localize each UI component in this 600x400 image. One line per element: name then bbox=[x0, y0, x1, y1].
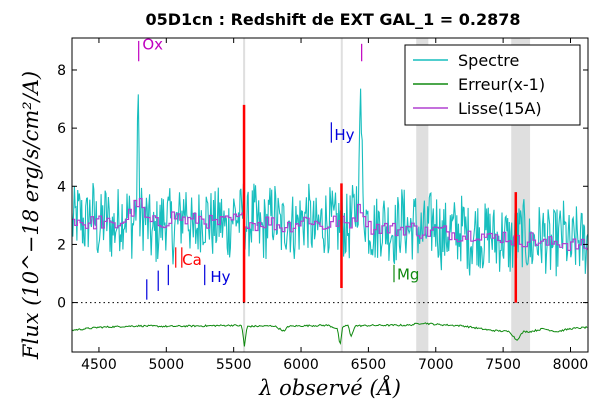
x-tick-label-6000: 6000 bbox=[283, 357, 319, 373]
legend-label-0: Spectre bbox=[458, 51, 519, 70]
x-axis: 4500 5000 5500 6000 6500 7000 7500 8000 bbox=[81, 38, 588, 373]
legend-label-2: Lisse(15A) bbox=[458, 99, 542, 118]
legend: Spectre Erreur(x-1) Lisse(15A) bbox=[404, 44, 581, 126]
x-tick-label-7500: 7500 bbox=[485, 357, 521, 373]
y-tick-label-2: 2 bbox=[57, 237, 66, 253]
y-tick-label-8: 8 bbox=[57, 63, 66, 79]
y-tick-label-6: 6 bbox=[57, 121, 66, 137]
y-tick-label-0: 0 bbox=[57, 296, 66, 312]
x-tick-label-6500: 6500 bbox=[351, 357, 387, 373]
series-spectre bbox=[72, 88, 588, 277]
series-lisse bbox=[72, 198, 588, 251]
line-marker-label-3: Ca bbox=[182, 251, 202, 269]
legend-label-1: Erreur(x-1) bbox=[458, 75, 545, 94]
legend-box bbox=[404, 44, 581, 126]
line-marker-label-2: Hy bbox=[334, 126, 354, 144]
x-tick-label-4500: 4500 bbox=[81, 357, 117, 373]
chart-title: 05D1cn : Redshift de EXT GAL_1 = 0.2878 bbox=[145, 10, 520, 29]
series-erreur bbox=[72, 322, 588, 347]
line-marker-label-5: Hy bbox=[210, 268, 230, 286]
x-tick-label-8000: 8000 bbox=[553, 357, 589, 373]
line-marker-label-0: Ox bbox=[142, 36, 163, 54]
x-tick-label-5000: 5000 bbox=[148, 357, 184, 373]
x-axis-label: λ observé (Å) bbox=[258, 375, 401, 400]
y-axis-label: Flux (10^−18 erg/s/cm²/A) bbox=[19, 71, 43, 360]
plot-frame bbox=[71, 37, 589, 353]
y-tick-label-4: 4 bbox=[57, 179, 66, 195]
line-marker-label-9: Mg bbox=[397, 265, 419, 283]
x-tick-label-5500: 5500 bbox=[216, 357, 252, 373]
x-tick-label-7000: 7000 bbox=[418, 357, 454, 373]
y-axis: 0 2 4 6 8 bbox=[57, 63, 588, 312]
